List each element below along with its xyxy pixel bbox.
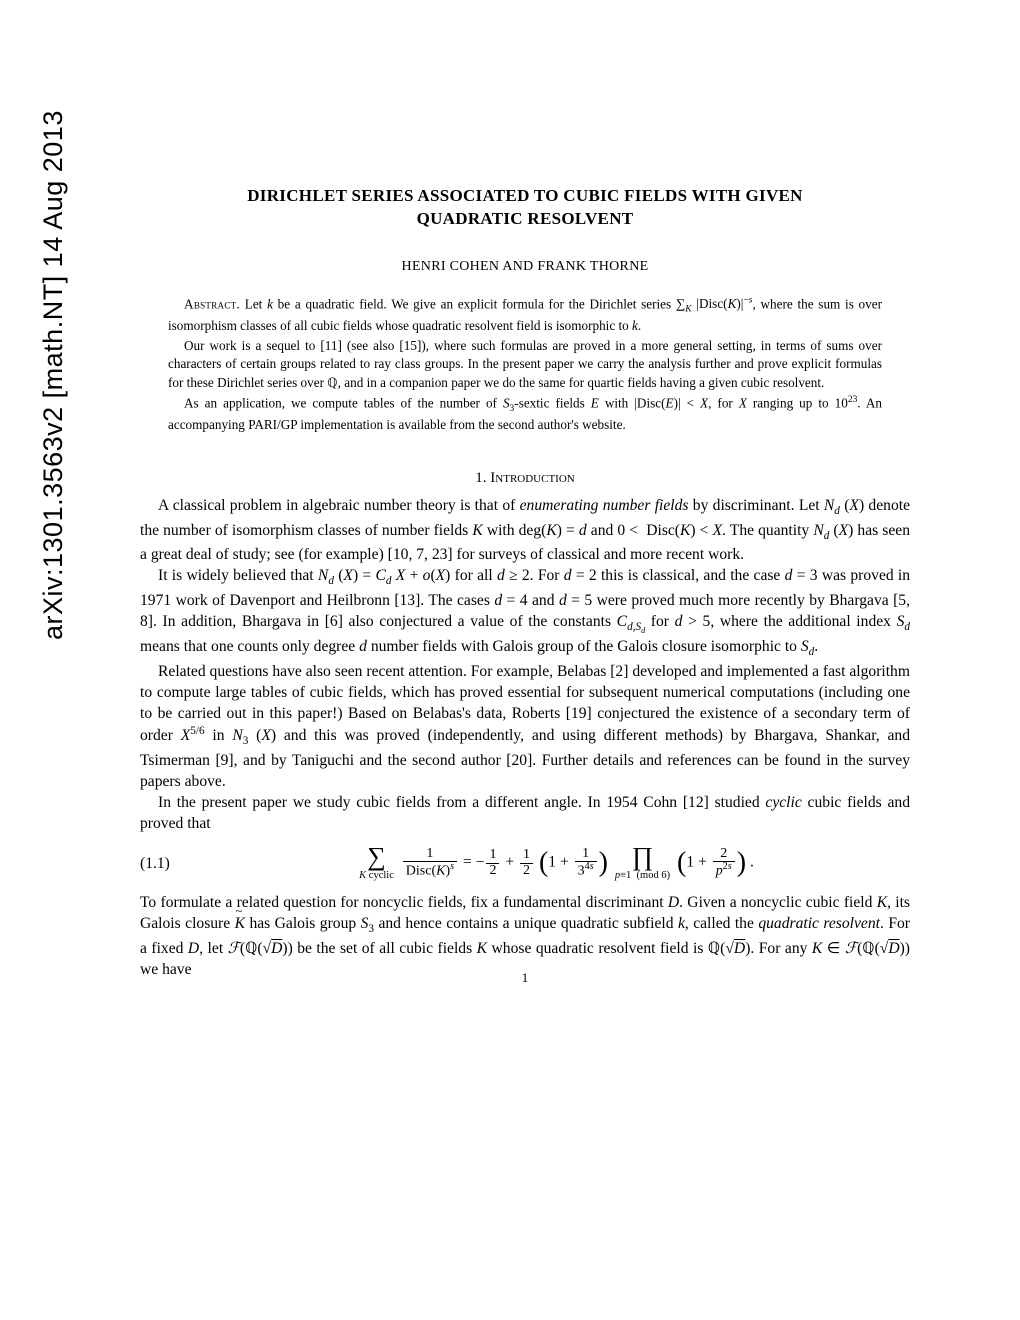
p1: A classical problem in algebraic number … xyxy=(158,497,520,514)
p4-em: cyclic xyxy=(765,794,801,811)
p5-em: quadratic resolvent xyxy=(758,915,880,932)
p5k: . For any xyxy=(750,940,812,957)
p5e: and hence contains a unique quadratic su… xyxy=(374,915,678,932)
page-number: 1 xyxy=(140,970,910,986)
p2b: for all xyxy=(450,567,497,584)
abs-p3b: -sextic fields xyxy=(514,395,590,410)
title-line-1: DIRICHLET SERIES ASSOCIATED TO CUBIC FIE… xyxy=(247,186,803,205)
equation-number: (1.1) xyxy=(140,853,200,874)
abs-p1d: . xyxy=(638,318,641,333)
arxiv-identifier: arXiv:1301.3563v2 [math.NT] 14 Aug 2013 xyxy=(38,110,69,640)
p2j: means that one counts only degree xyxy=(140,638,359,655)
paper-title: DIRICHLET SERIES ASSOCIATED TO CUBIC FIE… xyxy=(140,185,910,231)
p2l: . xyxy=(814,638,818,655)
title-line-2: QUADRATIC RESOLVENT xyxy=(417,209,634,228)
p5b: . Given a noncyclic cubic field xyxy=(679,894,877,911)
p5a: To formulate a related question for nonc… xyxy=(140,894,668,911)
equation-1-1: (1.1) ∑K cyclic 1Disc(K)s = −12 + 12 (1 … xyxy=(140,844,910,882)
p2c: . For xyxy=(530,567,564,584)
page-content: DIRICHLET SERIES ASSOCIATED TO CUBIC FIE… xyxy=(140,185,910,980)
body-text: A classical problem in algebraic number … xyxy=(140,495,910,980)
abs-p3c: with xyxy=(599,395,634,410)
p2k: number fields with Galois group of the G… xyxy=(367,638,801,655)
p5i: be the set of all cubic fields xyxy=(293,940,477,957)
p2i: , where the additional index xyxy=(710,613,896,630)
abstract-label: Abstract. xyxy=(184,296,240,311)
abs-p1a: Let xyxy=(245,296,267,311)
p2f: and xyxy=(528,592,559,609)
p3b: in xyxy=(205,727,233,744)
p1b: by discriminant. Let xyxy=(688,497,823,514)
p5j: whose quadratic resolvent field is xyxy=(487,940,708,957)
p2a: It is widely believed that xyxy=(158,567,318,584)
p2d: this is classical, and the case xyxy=(597,567,785,584)
abstract: Abstract. Let k be a quadratic field. We… xyxy=(168,295,882,434)
equation-body: ∑K cyclic 1Disc(K)s = −12 + 12 (1 + 134s… xyxy=(200,844,910,882)
abs-p3d: , for xyxy=(708,395,739,410)
p1-em: enumerating number fields xyxy=(520,497,689,514)
p5h: , let xyxy=(199,940,227,957)
p1e: and xyxy=(587,522,618,539)
p1d: with xyxy=(483,522,519,539)
p5f: , called the xyxy=(685,915,758,932)
p2h: for xyxy=(645,613,674,630)
p1f: . The quantity xyxy=(722,522,813,539)
abs-p1b: be a quadratic field. We give an explici… xyxy=(273,296,676,311)
abs-p2: Our work is a sequel to [11] (see also [… xyxy=(168,337,882,392)
p4a: In the present paper we study cubic fiel… xyxy=(158,794,765,811)
abs-p3a: As an application, we compute tables of … xyxy=(184,395,503,410)
abs-p3e: ranging up to xyxy=(747,395,835,410)
authors: HENRI COHEN AND FRANK THORNE xyxy=(140,259,910,275)
p5d: has Galois group xyxy=(245,915,361,932)
section-heading-1: 1. Introduction xyxy=(140,470,910,487)
